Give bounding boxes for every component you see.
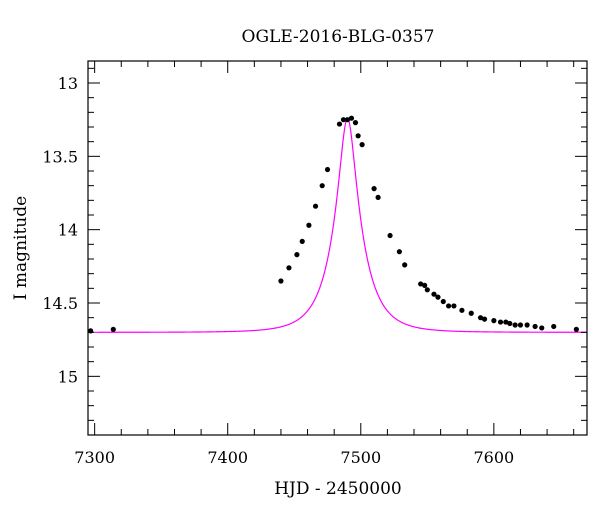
data-point	[348, 115, 355, 121]
data-point	[299, 238, 305, 244]
y-tick-label: 13	[58, 74, 78, 93]
axis-tick-labels: 7300 7400 7500 7600 13 13.5 14 14.5 15	[42, 74, 514, 467]
data-point	[507, 320, 513, 327]
data-point	[440, 298, 446, 305]
data-point	[422, 282, 428, 288]
data-point	[539, 325, 545, 331]
y-tick-label: 14.5	[42, 294, 78, 313]
data-point	[319, 183, 325, 189]
data-point	[355, 133, 361, 139]
data-point	[517, 322, 524, 328]
data-point	[477, 315, 484, 321]
data-point	[359, 142, 365, 148]
plot-frame	[87, 60, 588, 436]
data-point	[336, 121, 343, 127]
data-point	[110, 326, 116, 332]
data-point	[418, 281, 424, 287]
data-point	[278, 278, 284, 284]
data-point	[286, 265, 292, 271]
data-point	[371, 186, 377, 192]
y-axis-title: I magnitude	[11, 196, 31, 300]
y-tick-label: 13.5	[42, 147, 78, 166]
y-tick-label: 15	[58, 367, 78, 386]
axis-ticks	[88, 61, 587, 436]
data-point	[312, 203, 319, 209]
data-point	[324, 166, 331, 173]
x-axis-title: HJD - 2450000	[274, 479, 402, 499]
data-point	[306, 222, 312, 228]
data-point	[451, 303, 457, 309]
data-point	[512, 322, 518, 328]
data-point	[491, 318, 497, 324]
data-point	[459, 307, 465, 313]
data-point	[573, 326, 579, 332]
x-tick-label: 7500	[340, 448, 381, 467]
data-point	[468, 310, 474, 316]
data-point	[396, 249, 402, 255]
x-tick-label: 7600	[473, 448, 514, 467]
model-curve	[88, 117, 587, 333]
data-point	[424, 287, 430, 293]
y-tick-label: 14	[58, 221, 78, 240]
data-point	[503, 319, 509, 325]
data-point	[532, 323, 538, 330]
chart-title: OGLE-2016-BLG-0357	[242, 27, 435, 47]
data-point	[402, 262, 408, 268]
data-point	[375, 194, 381, 200]
data-point	[497, 319, 504, 325]
data-point	[294, 252, 300, 258]
data-point	[551, 323, 557, 330]
data-point	[387, 232, 393, 239]
data-point	[481, 316, 488, 322]
data-point	[435, 294, 441, 300]
data-point	[446, 303, 452, 309]
data-point	[340, 117, 347, 123]
plot-area	[88, 115, 587, 334]
x-tick-label: 7300	[74, 448, 115, 467]
data-point	[431, 291, 437, 297]
data-point	[344, 117, 351, 123]
data-points	[88, 115, 579, 334]
data-point	[524, 322, 530, 328]
data-point	[352, 120, 359, 126]
x-tick-label: 7400	[207, 448, 248, 467]
